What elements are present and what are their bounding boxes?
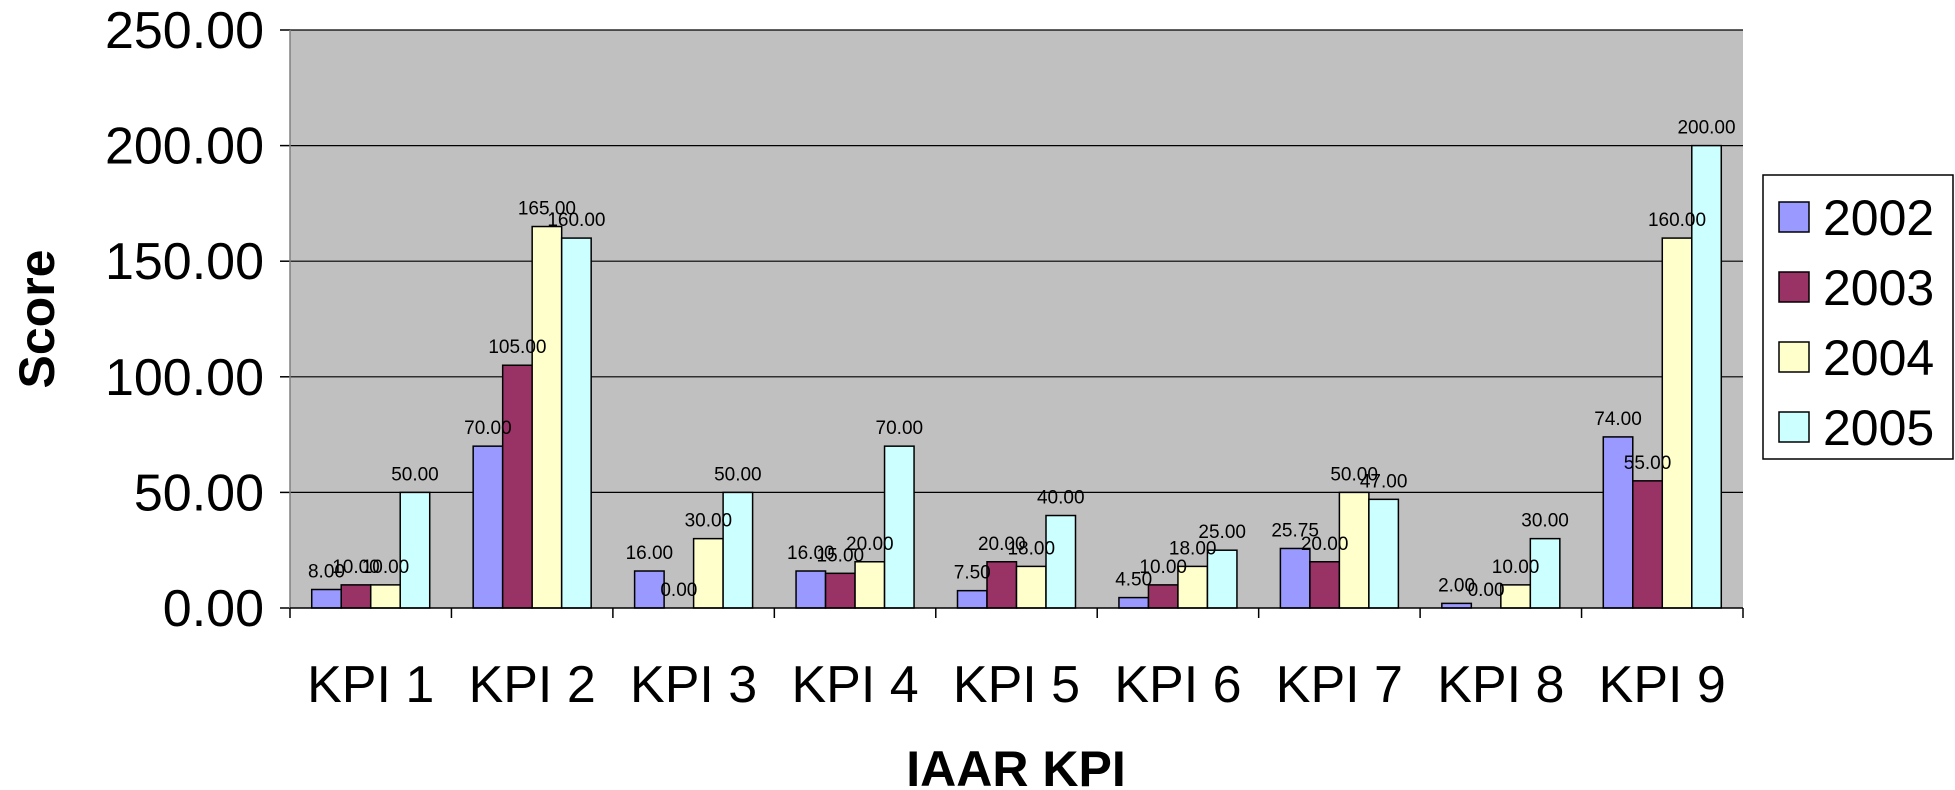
- y-tick-label: 250.00: [105, 2, 264, 60]
- bar: [399, 491, 431, 609]
- legend-label: 2005: [1823, 400, 1934, 456]
- x-category-label: KPI 5: [953, 656, 1080, 714]
- legend-label: 2003: [1823, 260, 1934, 316]
- bar: [1177, 565, 1209, 609]
- data-label: 30.00: [685, 511, 733, 532]
- data-label: 10.00: [1139, 557, 1187, 578]
- y-tick-label: 50.00: [134, 464, 264, 522]
- x-category-label: KPI 4: [791, 656, 918, 714]
- bar: [1368, 498, 1400, 609]
- bar: [1632, 480, 1664, 609]
- data-label: 200.00: [1677, 118, 1735, 139]
- data-label: 20.00: [1301, 534, 1349, 555]
- x-category-label: KPI 6: [1114, 656, 1241, 714]
- data-label: 0.00: [1468, 580, 1505, 601]
- data-label: 160.00: [547, 210, 605, 231]
- x-category-label: KPI 1: [307, 656, 434, 714]
- bar: [1015, 565, 1047, 609]
- legend-swatch: [1778, 201, 1810, 233]
- bar: [633, 570, 665, 609]
- bar: [1529, 537, 1561, 609]
- data-label: 10.00: [362, 557, 410, 578]
- data-label: 16.00: [787, 543, 835, 564]
- bar: [1338, 491, 1370, 609]
- bar: [883, 445, 915, 609]
- bar: [1661, 237, 1693, 609]
- bar: [1279, 547, 1311, 609]
- data-label: 30.00: [1521, 511, 1569, 532]
- data-label: 25.75: [1271, 520, 1319, 541]
- data-label: 7.50: [954, 563, 991, 584]
- x-category-label: KPI 7: [1276, 656, 1403, 714]
- x-category-label: KPI 9: [1599, 656, 1726, 714]
- data-label: 10.00: [332, 557, 380, 578]
- x-category-label: KPI 2: [469, 656, 596, 714]
- bar: [310, 588, 342, 609]
- data-label: 70.00: [876, 418, 924, 439]
- data-label: 165.00: [518, 199, 576, 220]
- y-tick-label: 150.00: [105, 233, 264, 291]
- x-category-label: KPI 8: [1437, 656, 1564, 714]
- data-label: 70.00: [464, 418, 512, 439]
- bar: [1309, 561, 1341, 609]
- legend-swatch: [1778, 341, 1810, 373]
- bar: [692, 537, 724, 609]
- bar: [795, 570, 827, 609]
- data-label: 4.50: [1115, 570, 1152, 591]
- bar: [824, 572, 856, 609]
- bar: [531, 225, 563, 609]
- bar: [369, 584, 401, 609]
- bar: [1602, 436, 1634, 609]
- legend-label: 2004: [1823, 330, 1934, 386]
- bar: [854, 561, 886, 609]
- data-label: 50.00: [714, 464, 762, 485]
- bar: [560, 237, 592, 609]
- data-label: 55.00: [1624, 453, 1672, 474]
- bars: [310, 144, 1723, 609]
- legend-label: 2002: [1823, 190, 1934, 246]
- axes: 0.00 50.00 100.00 150.00 200.00 250.00 KPI 1 KP…: [105, 2, 1744, 714]
- bar: [986, 561, 1018, 609]
- bar: [1118, 596, 1150, 609]
- data-labels: 8.0010.0010.0050.0070.00105.00165.00160.…: [308, 118, 1736, 601]
- y-tick-label: 200.00: [105, 118, 264, 176]
- y-tick-label: 100.00: [105, 349, 264, 407]
- data-label: 8.00: [308, 562, 345, 583]
- data-label: 16.00: [626, 543, 674, 564]
- x-category-label: KPI 3: [630, 656, 757, 714]
- data-label: 50.00: [1330, 464, 1378, 485]
- bar: [1500, 584, 1532, 609]
- bar: [340, 584, 372, 609]
- data-label: 50.00: [391, 464, 439, 485]
- bar: [956, 589, 988, 609]
- data-label: 25.00: [1198, 522, 1246, 543]
- bar: [1147, 584, 1179, 609]
- x-axis-title: IAAR KPI: [906, 741, 1125, 790]
- data-label: 74.00: [1594, 409, 1642, 430]
- y-axis-title: Score: [9, 250, 65, 389]
- data-label: 20.00: [978, 534, 1026, 555]
- legend-swatch: [1778, 411, 1810, 443]
- bar: [501, 364, 533, 609]
- y-tick-label: 0.00: [163, 580, 264, 638]
- data-label: 18.00: [1007, 538, 1055, 559]
- bar: [1045, 514, 1077, 609]
- data-label: 160.00: [1648, 210, 1706, 231]
- data-label: 0.00: [660, 580, 697, 601]
- bar: [722, 491, 754, 609]
- data-label: 20.00: [846, 534, 894, 555]
- data-label: 2.00: [1438, 575, 1475, 596]
- legend-swatch: [1778, 271, 1810, 303]
- bar: [472, 445, 504, 609]
- legend: 2002 2003 2004 2005: [1762, 174, 1954, 460]
- data-label: 40.00: [1037, 488, 1085, 509]
- data-label: 15.00: [817, 545, 865, 566]
- data-label: 10.00: [1492, 557, 1540, 578]
- data-label: 47.00: [1360, 471, 1408, 492]
- data-label: 18.00: [1169, 538, 1217, 559]
- data-label: 105.00: [488, 337, 546, 358]
